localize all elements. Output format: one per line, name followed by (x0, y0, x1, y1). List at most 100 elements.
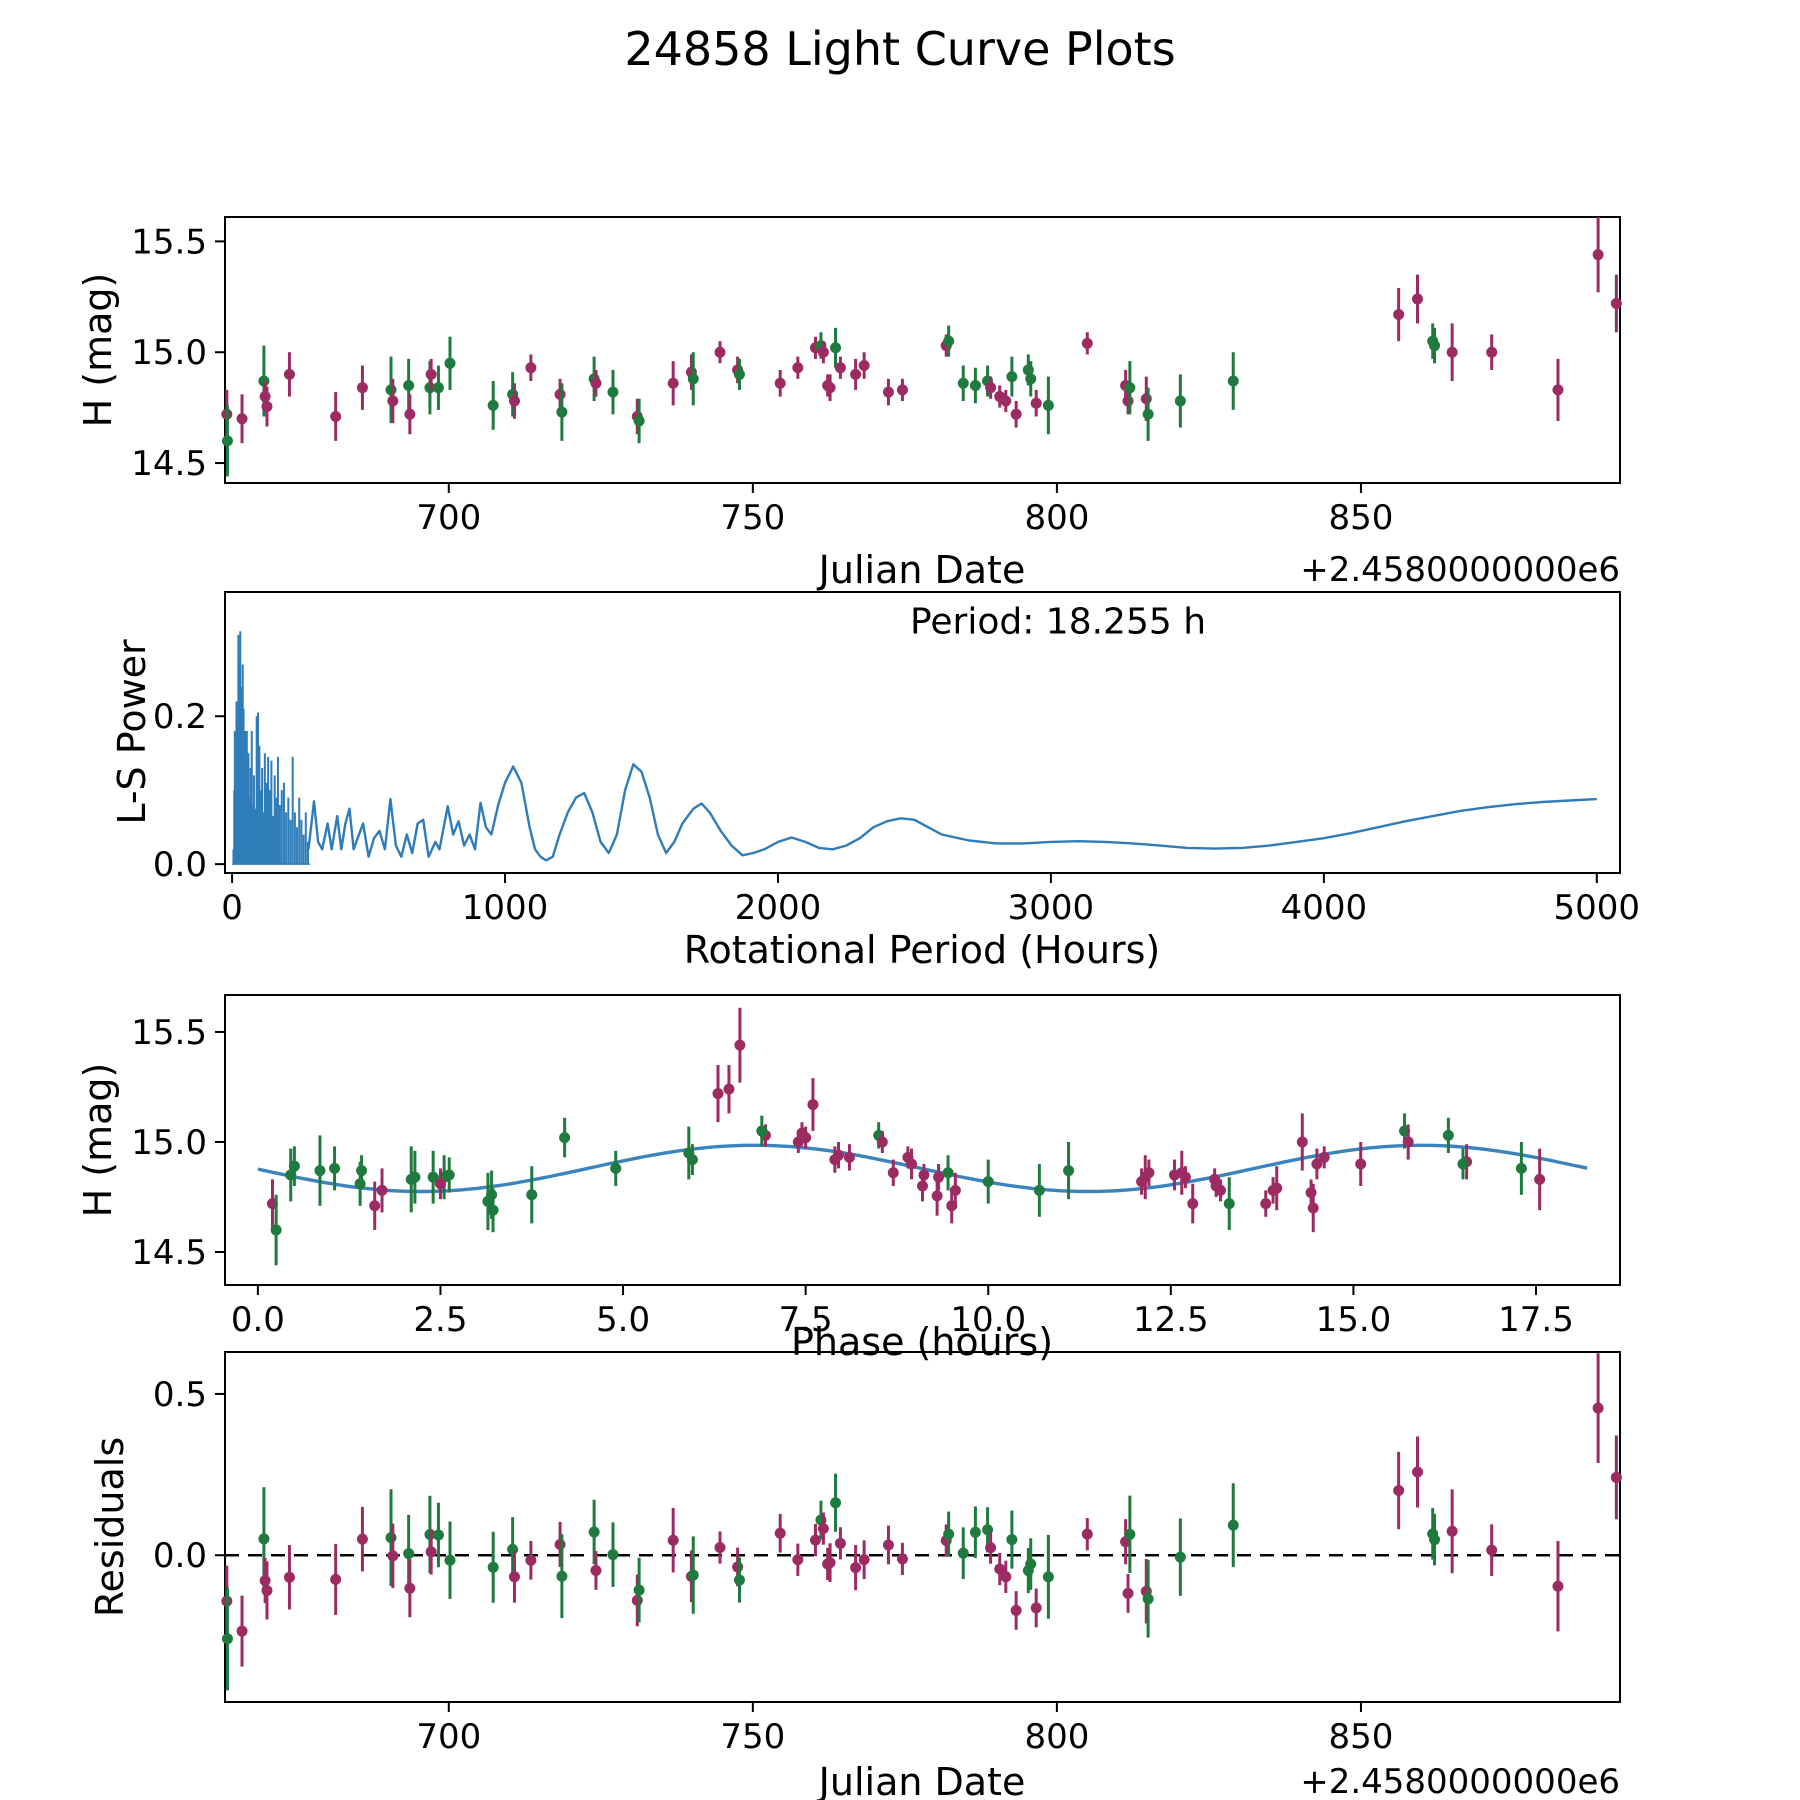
residuals-point (258, 1533, 270, 1545)
residuals-point (733, 1574, 745, 1586)
light_curve-xtick-label: 850 (1328, 498, 1393, 538)
residuals-point (259, 1575, 271, 1587)
periodogram-xtick-label: 0 (221, 888, 243, 928)
light_curve-ytick-label: 15.0 (131, 333, 207, 373)
residuals-point (957, 1547, 969, 1559)
residuals-point (1393, 1485, 1405, 1497)
residuals-point (387, 1550, 399, 1562)
light_curve-point (1042, 399, 1054, 411)
light_curve-point (1412, 293, 1423, 305)
periodogram-xtick-label: 5000 (1554, 888, 1641, 928)
ax1-ylabel: H (mag) (76, 272, 120, 428)
light_curve-point (356, 382, 368, 394)
phase_curve-point (1179, 1171, 1191, 1183)
phase_curve-ytick-label: 14.5 (131, 1233, 207, 1273)
residuals-point (1486, 1544, 1498, 1556)
residuals-point (817, 1523, 829, 1535)
ax2-ylabel: L-S Power (110, 639, 154, 825)
light_curve-point (1393, 309, 1405, 321)
phase_curve-point (807, 1099, 819, 1111)
light_curve-point (957, 377, 969, 389)
residuals-point (667, 1534, 679, 1546)
light_curve-point (1486, 346, 1498, 358)
phase_curve-ytick-label: 15.5 (131, 1013, 207, 1053)
residuals-point (1552, 1580, 1564, 1592)
light_curve-point (687, 373, 699, 385)
residuals-point (283, 1571, 295, 1583)
light_curve-frame (224, 216, 1621, 484)
light_curve-point (259, 391, 271, 403)
light_curve-point (508, 395, 520, 407)
residuals-point (1042, 1571, 1054, 1583)
light_curve-point (824, 382, 836, 394)
phase_curve-point (487, 1204, 499, 1216)
phase_curve-xtick-label: 12.5 (1133, 1300, 1209, 1340)
light_curve-xtick-label: 800 (1024, 498, 1089, 538)
residuals-point (1446, 1525, 1458, 1537)
residuals-point (1174, 1551, 1186, 1563)
phase_curve-point (1318, 1151, 1330, 1163)
phase_curve-point (902, 1151, 914, 1163)
residuals-point (1142, 1593, 1154, 1605)
phase_curve-point (329, 1162, 341, 1174)
light_curve-point (1142, 408, 1154, 420)
phase_curve-point (443, 1169, 455, 1181)
phase_curve-point (1305, 1187, 1317, 1199)
light_curve-point (1025, 373, 1037, 385)
periodogram-curve (307, 763, 1597, 862)
residuals-point (554, 1538, 566, 1550)
residuals-point (714, 1542, 726, 1554)
phase_curve-point (314, 1165, 326, 1177)
phase_curve-point (982, 1176, 994, 1188)
ax1-xlabel: Julian Date (818, 548, 1026, 592)
phase_curve-point (559, 1132, 571, 1144)
light_curve-point (1610, 297, 1622, 309)
light_curve-ytick-label: 15.5 (131, 222, 207, 262)
residuals-point (858, 1554, 870, 1566)
light_curve-point (969, 379, 981, 391)
phase_curve-point (942, 1167, 954, 1179)
light_curve-point (607, 386, 619, 398)
phase_curve-point (1355, 1158, 1367, 1170)
phase_curve-point (887, 1167, 899, 1179)
light_curve-ytick-label: 14.5 (131, 444, 207, 484)
phase_curve-point (288, 1160, 300, 1172)
phase_curve-point (1143, 1167, 1155, 1179)
residuals-xtick-label: 800 (1024, 1717, 1089, 1757)
phase_curve-xtick-label: 7.5 (779, 1300, 833, 1340)
phase_curve-point (427, 1171, 439, 1183)
light_curve-point (1140, 393, 1152, 405)
residuals-point (556, 1570, 568, 1582)
light_curve-point (896, 384, 908, 396)
phase_curve-point (1168, 1169, 1180, 1181)
light_curve-point (1010, 408, 1022, 420)
residuals-point (1010, 1604, 1022, 1616)
residuals-point (236, 1625, 248, 1637)
phase_curve-point (1534, 1173, 1546, 1185)
phase_curve-point (1296, 1136, 1308, 1148)
phase_curve-xtick-label: 2.5 (413, 1300, 467, 1340)
phase_curve-point (1311, 1158, 1323, 1170)
phase_curve-point (1223, 1198, 1235, 1210)
residuals-point (590, 1564, 602, 1576)
phase_curve-point (756, 1125, 768, 1137)
residuals-point (487, 1561, 499, 1573)
light_curve-point (633, 415, 645, 427)
residuals-point (1030, 1602, 1042, 1614)
light_curve-point (425, 368, 437, 380)
light_curve-point (733, 368, 745, 380)
residuals-point (985, 1542, 997, 1554)
residuals-point (896, 1553, 908, 1565)
residuals-point (508, 1571, 520, 1583)
light_curve-point (1552, 384, 1564, 396)
residuals-point (403, 1548, 415, 1560)
phase_curve-xtick-label: 10.0 (950, 1300, 1026, 1340)
light_curve-point (1124, 382, 1136, 394)
residuals-point (1124, 1528, 1136, 1540)
phase_curve-point (369, 1200, 381, 1212)
residuals-point (507, 1543, 519, 1555)
light_curve-point (387, 395, 399, 407)
light_curve-point (283, 368, 295, 380)
light_curve-point (590, 377, 602, 389)
